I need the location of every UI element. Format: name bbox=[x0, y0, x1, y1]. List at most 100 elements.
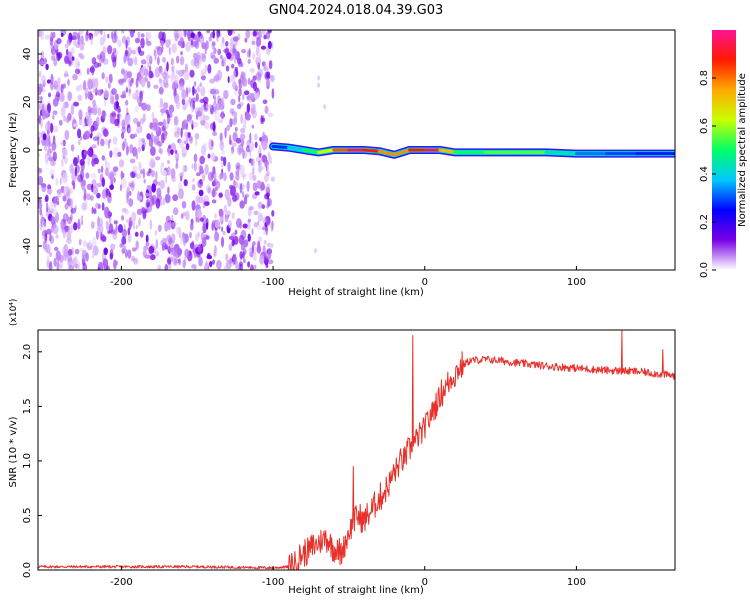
noise-speckle bbox=[59, 261, 64, 269]
noise-speckle bbox=[146, 133, 152, 140]
x-tick-label: -200 bbox=[110, 577, 133, 588]
noise-speckle bbox=[94, 77, 99, 89]
noise-speckle bbox=[163, 121, 169, 130]
noise-speckle bbox=[56, 52, 61, 62]
noise-speckle bbox=[198, 107, 202, 114]
noise-speckle bbox=[93, 30, 98, 37]
noise-speckle bbox=[155, 239, 159, 249]
noise-speckle bbox=[50, 31, 54, 42]
noise-speckle bbox=[161, 237, 168, 245]
noise-speckle bbox=[129, 158, 136, 164]
colorbar: 0.0 0.2 0.4 0.6 0.8 Normalized spectral ampl… bbox=[699, 30, 748, 278]
noise-speckle bbox=[191, 264, 197, 269]
noise-speckle bbox=[82, 240, 88, 247]
colorbar-gradient bbox=[712, 30, 736, 270]
noise-speckle bbox=[146, 80, 151, 89]
y-tick-label: -20 bbox=[22, 190, 33, 206]
noise-speckle bbox=[148, 70, 154, 79]
noise-speckle bbox=[165, 109, 169, 115]
noise-speckle bbox=[79, 158, 85, 166]
noise-speckle bbox=[224, 189, 230, 200]
noise-speckle bbox=[227, 30, 233, 36]
noise-speckle bbox=[264, 105, 269, 115]
noise-speckle bbox=[97, 267, 100, 270]
noise-speckle bbox=[248, 206, 254, 211]
noise-speckle bbox=[129, 182, 135, 188]
noise-speckle bbox=[62, 231, 66, 239]
noise-speckle bbox=[136, 208, 143, 215]
noise-speckle bbox=[231, 142, 237, 147]
noise-speckle bbox=[146, 104, 151, 112]
noise-speckle bbox=[260, 45, 267, 50]
noise-speckle bbox=[38, 70, 42, 78]
noise-speckle bbox=[138, 217, 141, 227]
noise-speckle bbox=[185, 210, 190, 221]
noise-speckle bbox=[212, 259, 215, 265]
noise-speckle bbox=[171, 233, 176, 244]
noise-speckle bbox=[247, 218, 251, 223]
noise-speckle bbox=[238, 78, 242, 86]
noise-speckle bbox=[52, 151, 57, 162]
noise-speckle bbox=[110, 243, 116, 250]
signal-band-segment bbox=[317, 148, 336, 154]
noise-speckle bbox=[73, 256, 78, 265]
noise-speckle bbox=[261, 30, 266, 35]
noise-speckle bbox=[203, 121, 210, 130]
y-tick-label: 0.5 bbox=[22, 508, 33, 524]
noise-speckle bbox=[167, 257, 172, 265]
noise-speckle bbox=[173, 115, 179, 126]
noise-speckle bbox=[131, 78, 134, 83]
noise-speckle bbox=[183, 30, 187, 38]
noise-speckle bbox=[223, 156, 227, 167]
noise-speckle bbox=[162, 242, 168, 251]
noise-speckle bbox=[216, 30, 220, 38]
noise-speckle bbox=[252, 30, 257, 37]
noise-speckle bbox=[222, 230, 226, 236]
noise-speckle bbox=[249, 132, 252, 144]
noise-speckle bbox=[68, 248, 73, 256]
noise-speckle bbox=[237, 144, 243, 156]
noise-speckle bbox=[87, 105, 91, 113]
noise-speckle bbox=[260, 115, 264, 125]
noise-speckle bbox=[247, 58, 251, 65]
noise-speckle bbox=[91, 206, 94, 214]
noise-speckle bbox=[218, 99, 222, 110]
noise-speckle bbox=[125, 99, 129, 106]
noise-speckle bbox=[146, 201, 151, 207]
noise-speckle bbox=[201, 236, 207, 248]
noise-speckle bbox=[67, 78, 70, 86]
noise-speckle bbox=[74, 166, 78, 177]
noise-speckle bbox=[109, 252, 114, 260]
noise-speckle bbox=[160, 67, 163, 75]
noise-speckle bbox=[64, 70, 69, 77]
noise-speckle bbox=[182, 164, 185, 176]
noise-speckle bbox=[242, 77, 248, 87]
noise-speckle bbox=[259, 153, 262, 158]
noise-speckle bbox=[262, 131, 266, 142]
noise-speckle bbox=[121, 229, 128, 238]
noise-speckle bbox=[213, 250, 216, 258]
noise-speckle bbox=[165, 175, 168, 184]
y-tick-label: 0 bbox=[22, 147, 33, 153]
noise-speckle bbox=[172, 257, 179, 267]
noise-speckle bbox=[38, 202, 43, 210]
noise-speckle bbox=[134, 37, 141, 44]
noise-speckle bbox=[199, 82, 202, 88]
noise-speckle bbox=[153, 84, 159, 90]
noise-speckle bbox=[121, 68, 125, 75]
noise-speckle bbox=[107, 82, 111, 89]
noise-speckle bbox=[213, 57, 219, 64]
noise-speckle bbox=[46, 79, 51, 84]
noise-speckle bbox=[185, 123, 188, 131]
noise-speckle bbox=[244, 193, 250, 198]
noise-speckle bbox=[170, 149, 174, 156]
noise-speckle bbox=[157, 224, 162, 232]
signal-band-segment bbox=[271, 144, 290, 150]
noise-speckle bbox=[70, 144, 75, 152]
noise-speckle bbox=[265, 78, 271, 87]
noise-speckle bbox=[97, 107, 102, 117]
noise-speckle bbox=[210, 54, 216, 60]
noise-speckle bbox=[105, 265, 111, 270]
noise-speckle bbox=[124, 114, 129, 126]
